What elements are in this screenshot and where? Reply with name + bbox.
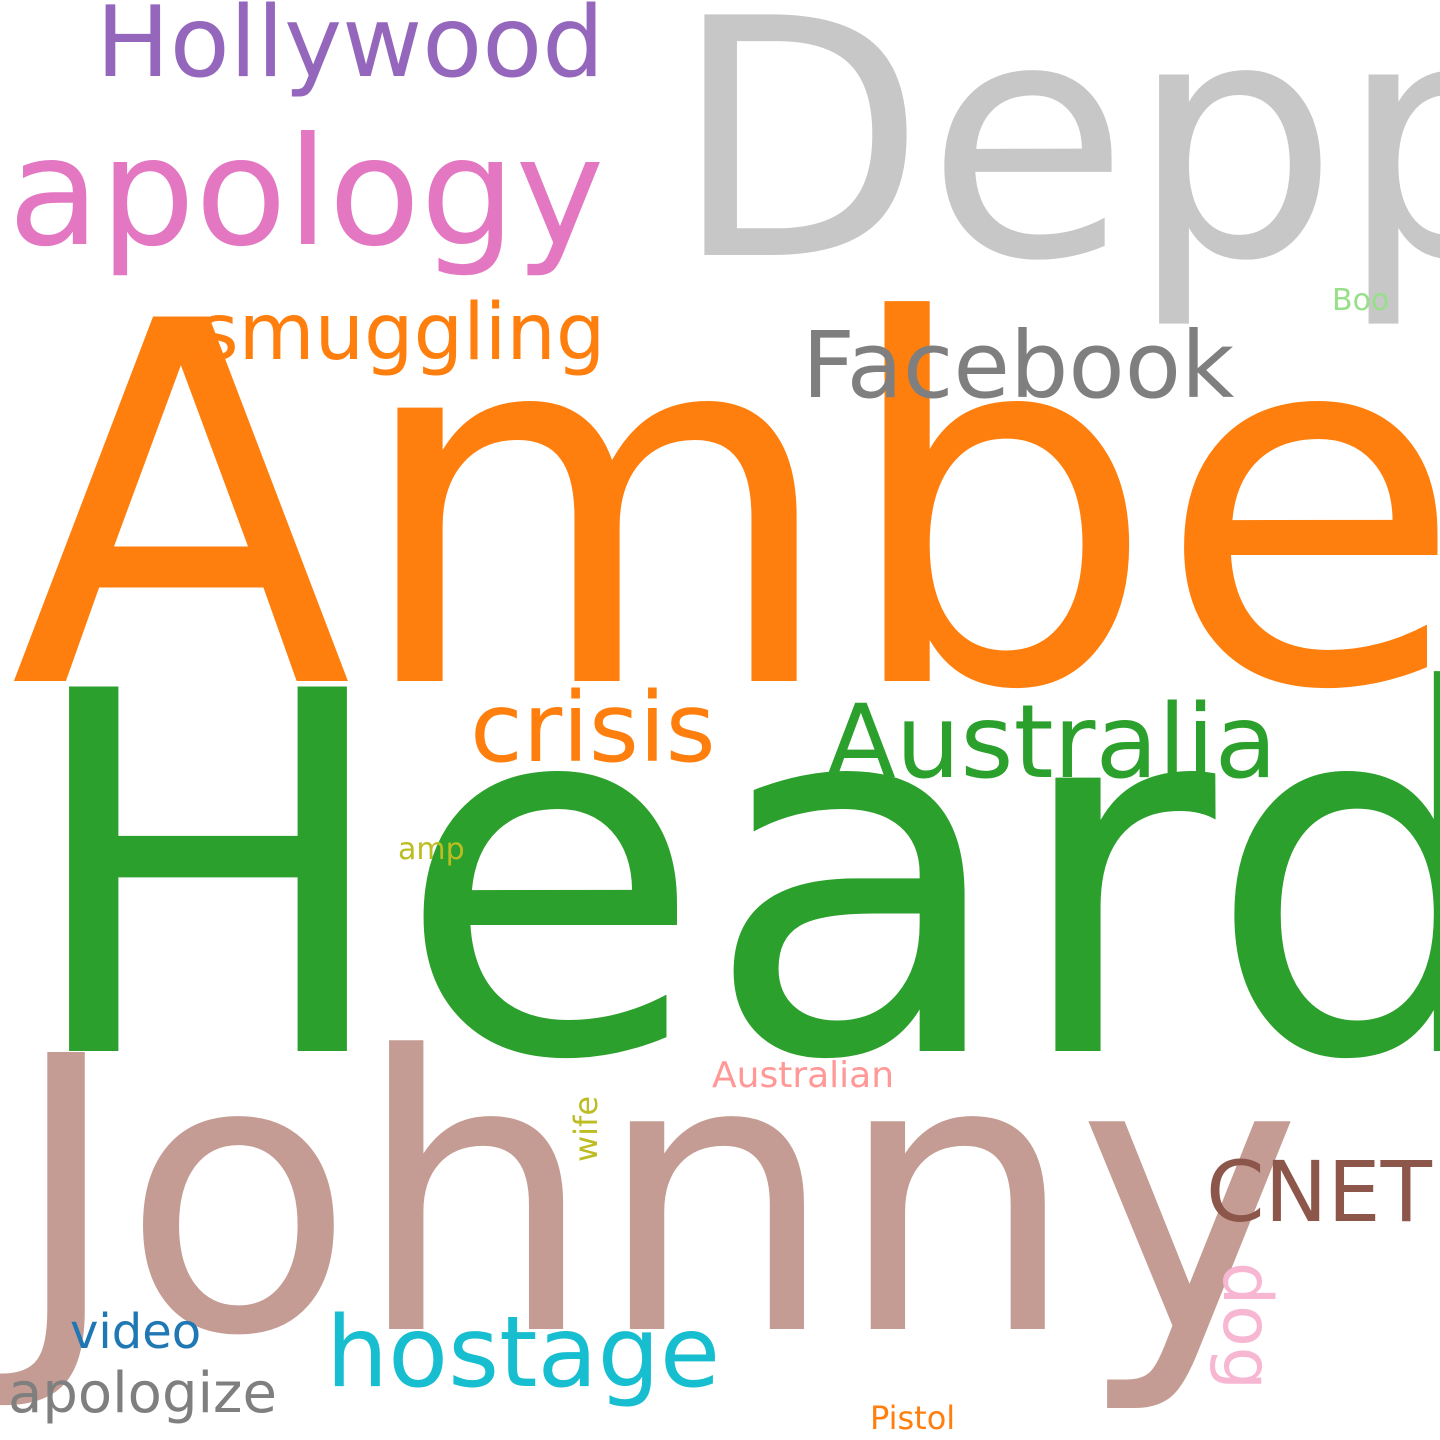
word-dog: dog [1207, 1262, 1286, 1390]
word-crisis: crisis [470, 672, 716, 784]
word-hostage: hostage [326, 1296, 721, 1410]
word-wife: wife [567, 1095, 605, 1162]
word-video: video [70, 1304, 202, 1360]
word-amp: amp [398, 832, 465, 867]
word-smuggling: smuggling [198, 288, 606, 378]
word-apology: apology [8, 106, 605, 280]
word-pistol: Pistol [870, 1399, 956, 1437]
word-hollywood: Hollywood [96, 0, 605, 100]
word-australian: Australian [712, 1055, 895, 1096]
word-boo: Boo [1332, 283, 1390, 318]
word-johnny: Johnny [10, 976, 1302, 1419]
word-apologize: apologize [8, 1361, 277, 1426]
word-heard: Heard [20, 587, 1440, 1169]
word-depp: Depp [672, 0, 1440, 333]
word-australia: Australia [826, 683, 1278, 802]
word-facebook: Facebook [802, 312, 1235, 419]
word-amber: Amber [10, 217, 1440, 799]
word-cnet: CNET [1206, 1143, 1432, 1241]
